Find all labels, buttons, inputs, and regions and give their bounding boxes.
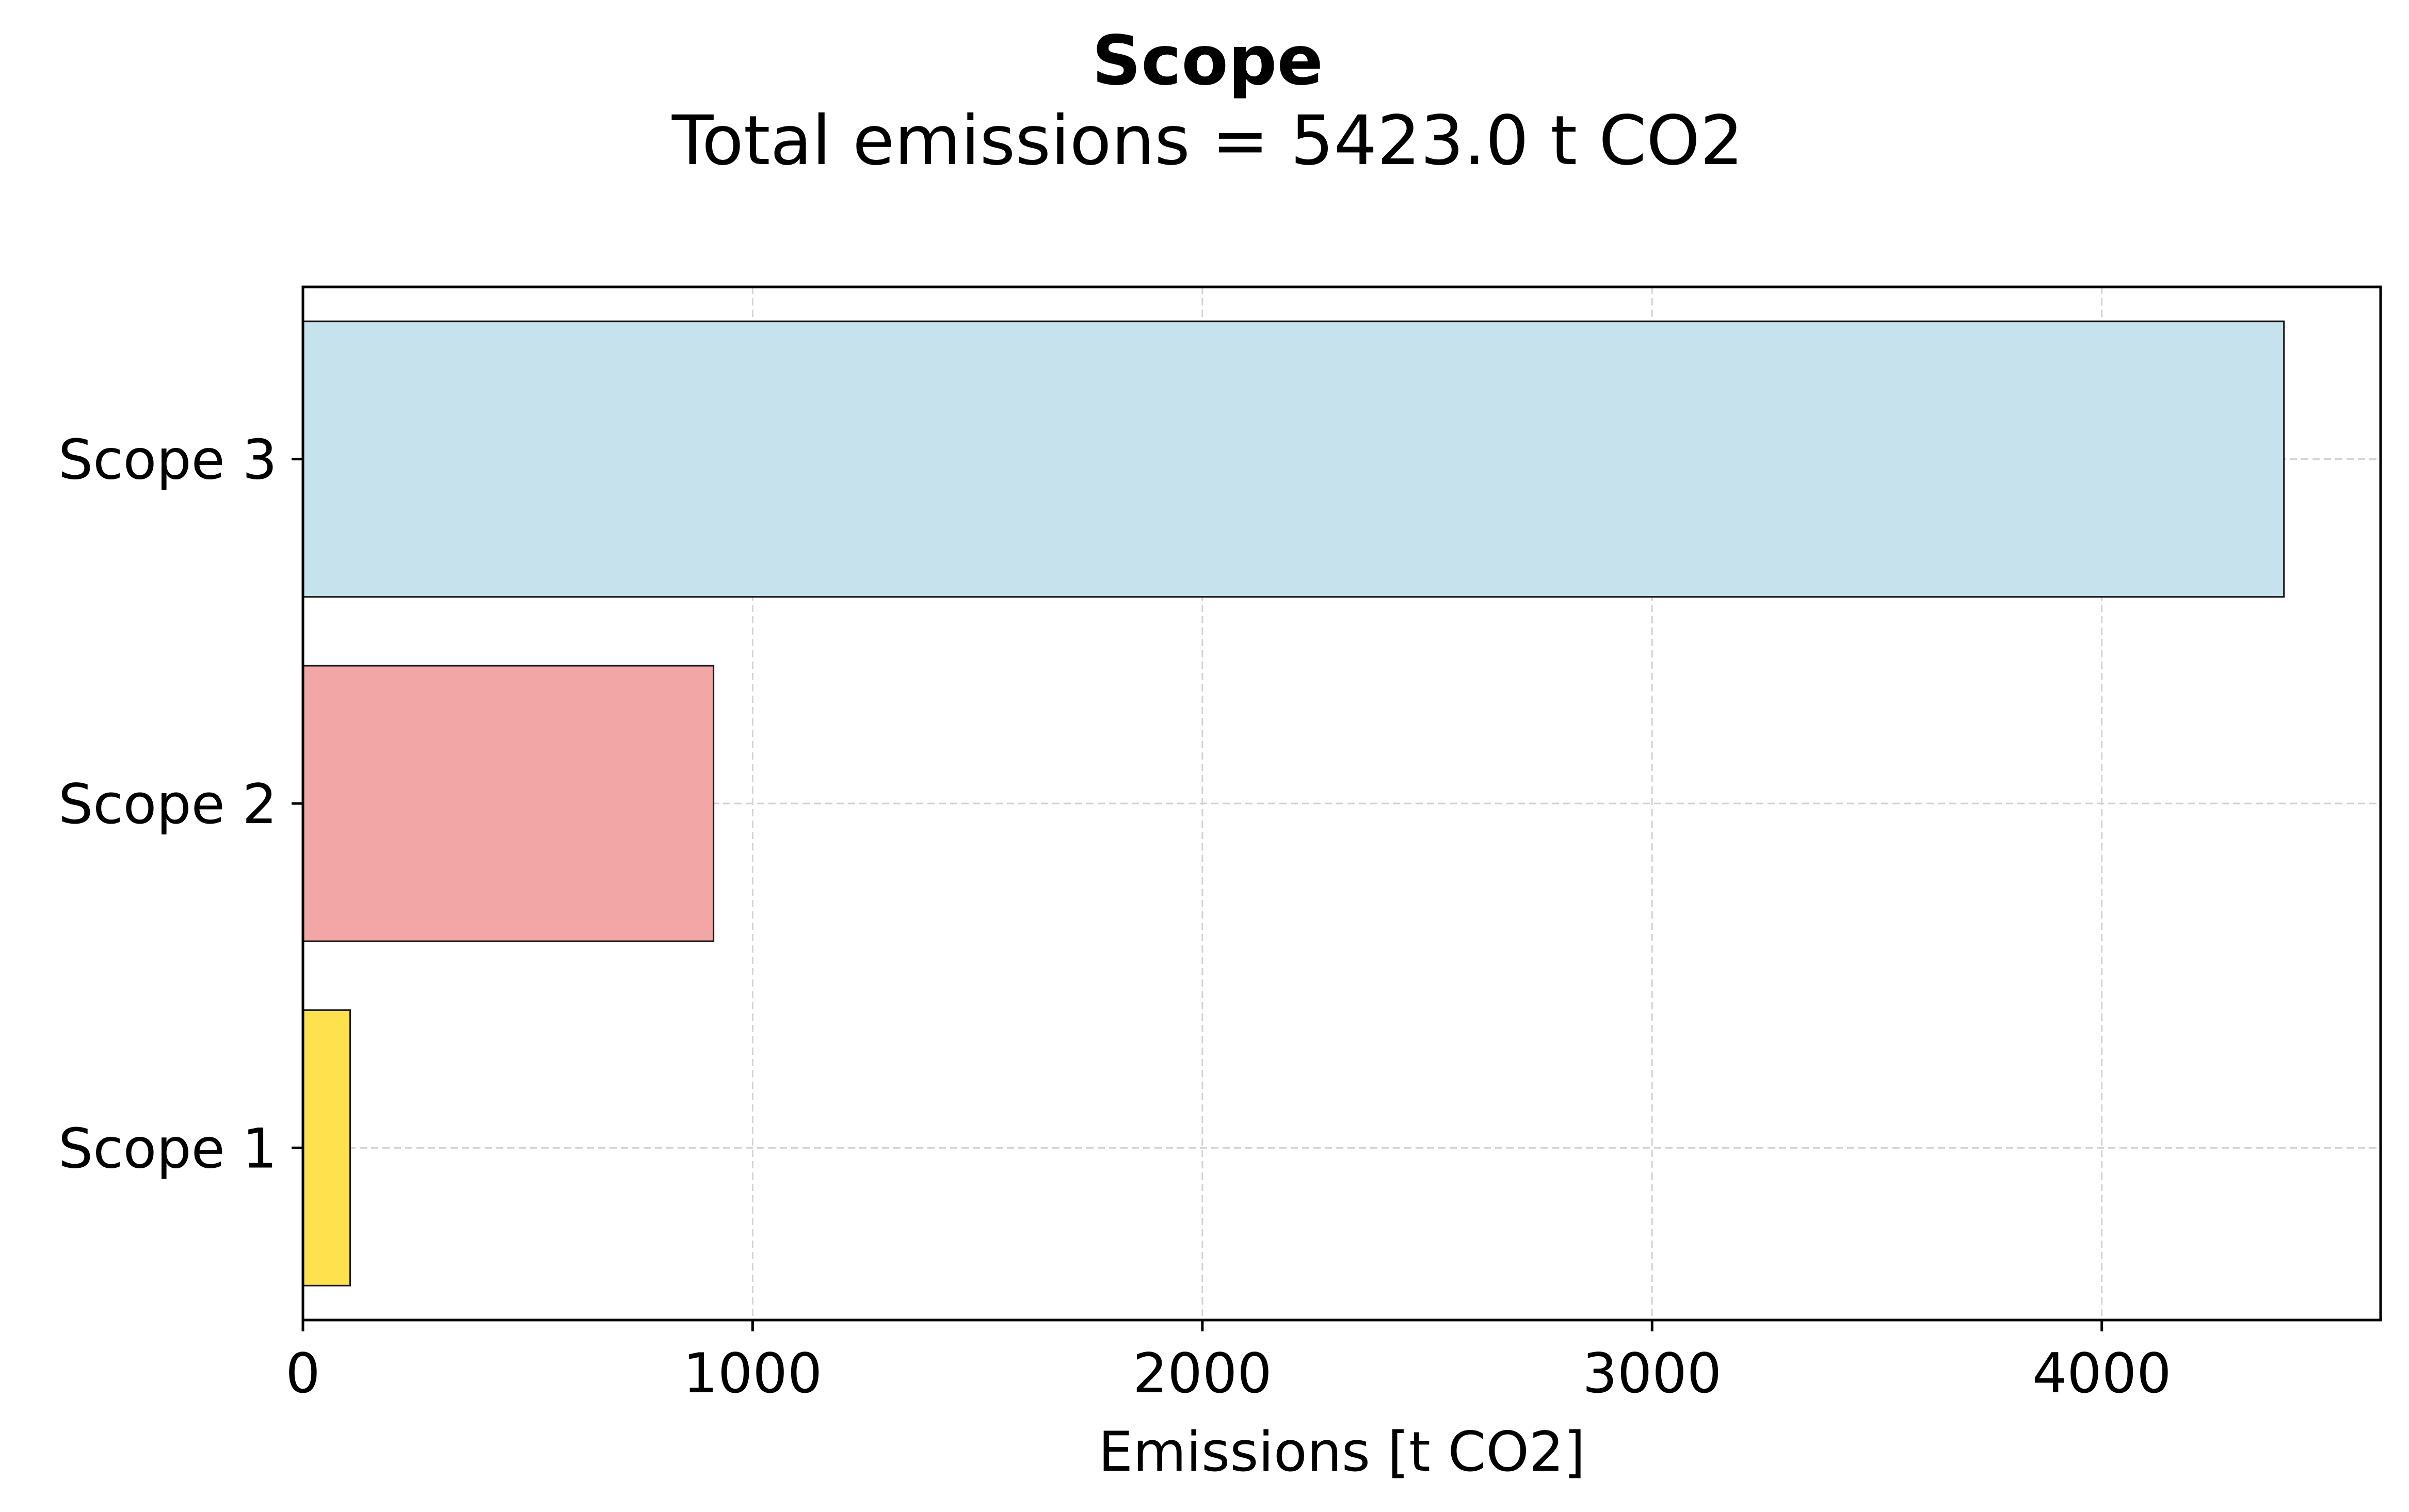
- y-axis: Scope 1 Scope 2 Scope 3: [58, 428, 303, 1180]
- y-tick-label-scope-2: Scope 2: [58, 773, 277, 836]
- x-tick-label-0: 0: [285, 1342, 320, 1405]
- chart-title: Scope: [1092, 21, 1323, 101]
- x-tick-label-3000: 3000: [1582, 1342, 1722, 1405]
- x-axis-label: Emissions [t CO2]: [1098, 1420, 1585, 1484]
- y-tick-label-scope-3: Scope 3: [58, 428, 277, 492]
- y-tick-label-scope-1: Scope 1: [58, 1117, 277, 1180]
- x-tick-label-1000: 1000: [683, 1342, 823, 1405]
- x-axis: 0 1000 2000 3000 4000: [285, 1320, 2172, 1405]
- chart-subtitle: Total emissions = 5423.0 t CO2: [671, 101, 1743, 181]
- x-tick-label-4000: 4000: [2032, 1342, 2172, 1405]
- bars: [302, 320, 2285, 1286]
- bar-scope-1: [302, 1009, 351, 1286]
- x-tick-label-2000: 2000: [1133, 1342, 1272, 1405]
- bar-scope-2: [302, 665, 715, 942]
- bar-scope-3: [302, 320, 2285, 598]
